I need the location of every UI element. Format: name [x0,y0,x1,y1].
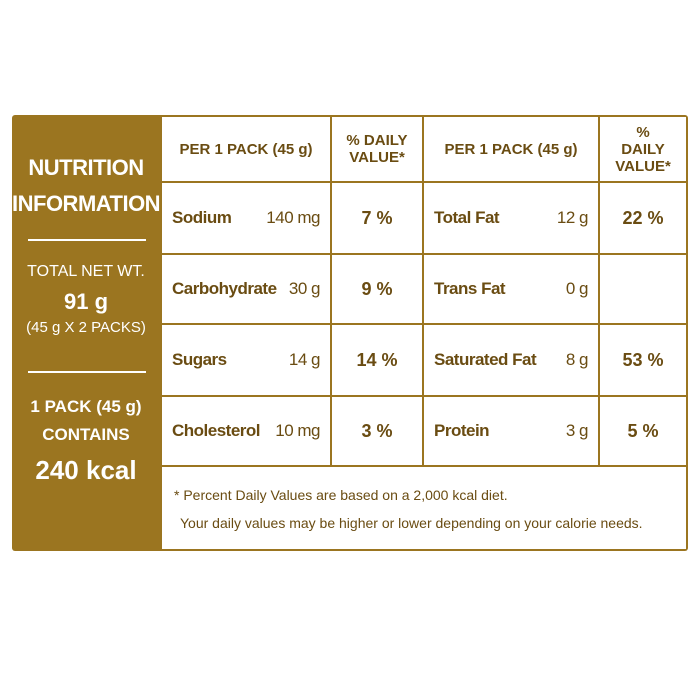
nutrient-cell: Total Fat 12 g [424,183,600,255]
nutrient-cell: Sugars 14 g [162,325,332,397]
nutrient-cell: Saturated Fat 8 g [424,325,600,397]
nutrient-amount: 30 g [288,279,321,298]
nutrition-label: NUTRITION INFORMATION TOTAL NET WT. 91 g… [12,115,688,551]
daily-value-cell: 22 % [600,183,686,255]
energy: 240 kcal [35,455,137,485]
daily-value-cell: 7 % [332,183,424,255]
daily-value-cell [600,255,686,325]
net-weight: 91 g [63,289,109,314]
nutrient-name: Carbohydrate [172,279,277,298]
pack-label: 1 PACK (45 g) [30,397,142,416]
header-cell: PER 1 PACK (45 g) [162,117,332,183]
header-cell: % DAILY VALUE* [332,117,424,183]
daily-value-cell: 5 % [600,397,686,467]
footnote-line: Your daily values may be higher or lower… [180,515,643,531]
nutrient-name: Protein [434,421,490,440]
nutrient-amount: 3 g [565,421,589,440]
nutrient-cell: Carbohydrate 30 g [162,255,332,325]
nutrient-amount: 10 mg [275,421,320,440]
divider [28,371,146,373]
packs: (45 g X 2 PACKS) [26,319,146,336]
pack-label: CONTAINS [42,425,130,444]
daily-value-cell: 14 % [332,325,424,397]
nutrient-name: Cholesterol [172,421,261,440]
daily-value-cell: 3 % [332,397,424,467]
nutrient-amount: 0 g [565,279,589,298]
nutrient-amount: 14 g [288,350,321,369]
daily-value-cell: 9 % [332,255,424,325]
title: NUTRITION [28,155,144,180]
nutrient-name: Trans Fat [434,279,506,298]
nutrient-name: Saturated Fat [434,350,537,369]
nutrient-cell: Protein 3 g [424,397,600,467]
title: INFORMATION [12,191,161,216]
net-weight-label: TOTAL NET WT. [27,263,145,280]
nutrient-cell: Cholesterol 10 mg [162,397,332,467]
footnote-line: * Percent Daily Values are based on a 2,… [174,487,508,503]
nutrient-name: Sugars [172,350,227,369]
nutrient-amount: 12 g [556,208,589,227]
nutrient-amount: 140 mg [266,208,320,227]
side-panel: NUTRITION INFORMATION TOTAL NET WT. 91 g… [12,115,161,551]
daily-value-cell: 53 % [600,325,686,397]
nutrient-cell: Sodium 140 mg [162,183,332,255]
nutrient-name: Total Fat [434,208,500,227]
header-cell: % DAILY VALUE* [600,117,686,183]
header-cell: PER 1 PACK (45 g) [424,117,600,183]
nutrient-amount: 8 g [565,350,589,369]
divider [28,239,146,241]
nutrient-cell: Trans Fat 0 g [424,255,600,325]
footnote: * Percent Daily Values are based on a 2,… [162,469,686,549]
nutrient-name: Sodium [172,208,232,227]
nutrient-table: * Percent Daily Values are based on a 2,… [162,117,686,549]
